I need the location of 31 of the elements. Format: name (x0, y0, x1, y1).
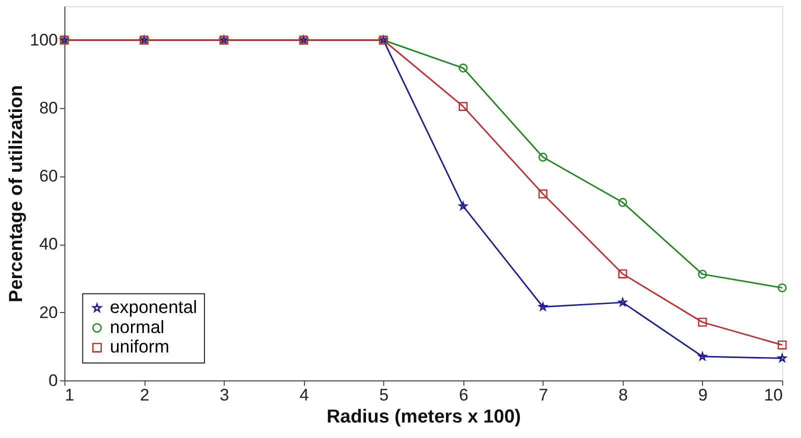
point (698, 270, 707, 279)
point (778, 283, 787, 292)
point (538, 189, 548, 198)
legend-label: normal (110, 316, 164, 337)
point (458, 64, 468, 72)
y-tick-label: 20 (39, 302, 58, 322)
y-tick-label: 40 (39, 234, 58, 254)
point (698, 318, 707, 327)
point (538, 152, 548, 162)
point (778, 340, 787, 350)
x-tick-label: 5 (379, 386, 389, 405)
point (618, 269, 628, 278)
x-tick-label: 9 (698, 386, 708, 405)
point (458, 102, 468, 111)
point (618, 198, 628, 207)
x-tick-label: 1 (64, 386, 74, 405)
legend-label: uniform (110, 336, 170, 357)
x-tick-label: 8 (618, 386, 628, 405)
x-tick-label: 7 (538, 386, 548, 405)
legend-label: exponental (110, 297, 198, 318)
y-tick-label: 0 (48, 370, 58, 390)
y-tick-label: 80 (39, 98, 58, 118)
x-tick-label: 4 (299, 386, 309, 405)
x-tick-label: 6 (458, 386, 468, 405)
y-axis-title: Percentage of utilization (4, 85, 26, 302)
y-tick-label: 60 (39, 166, 58, 186)
x-tick-label: 3 (220, 386, 230, 405)
x-tick-label: 2 (140, 386, 150, 405)
x-tick-label: 10 (764, 386, 783, 405)
y-tick-label: 100 (30, 30, 58, 50)
x-axis-title: Radius (meters x 100) (326, 405, 521, 426)
